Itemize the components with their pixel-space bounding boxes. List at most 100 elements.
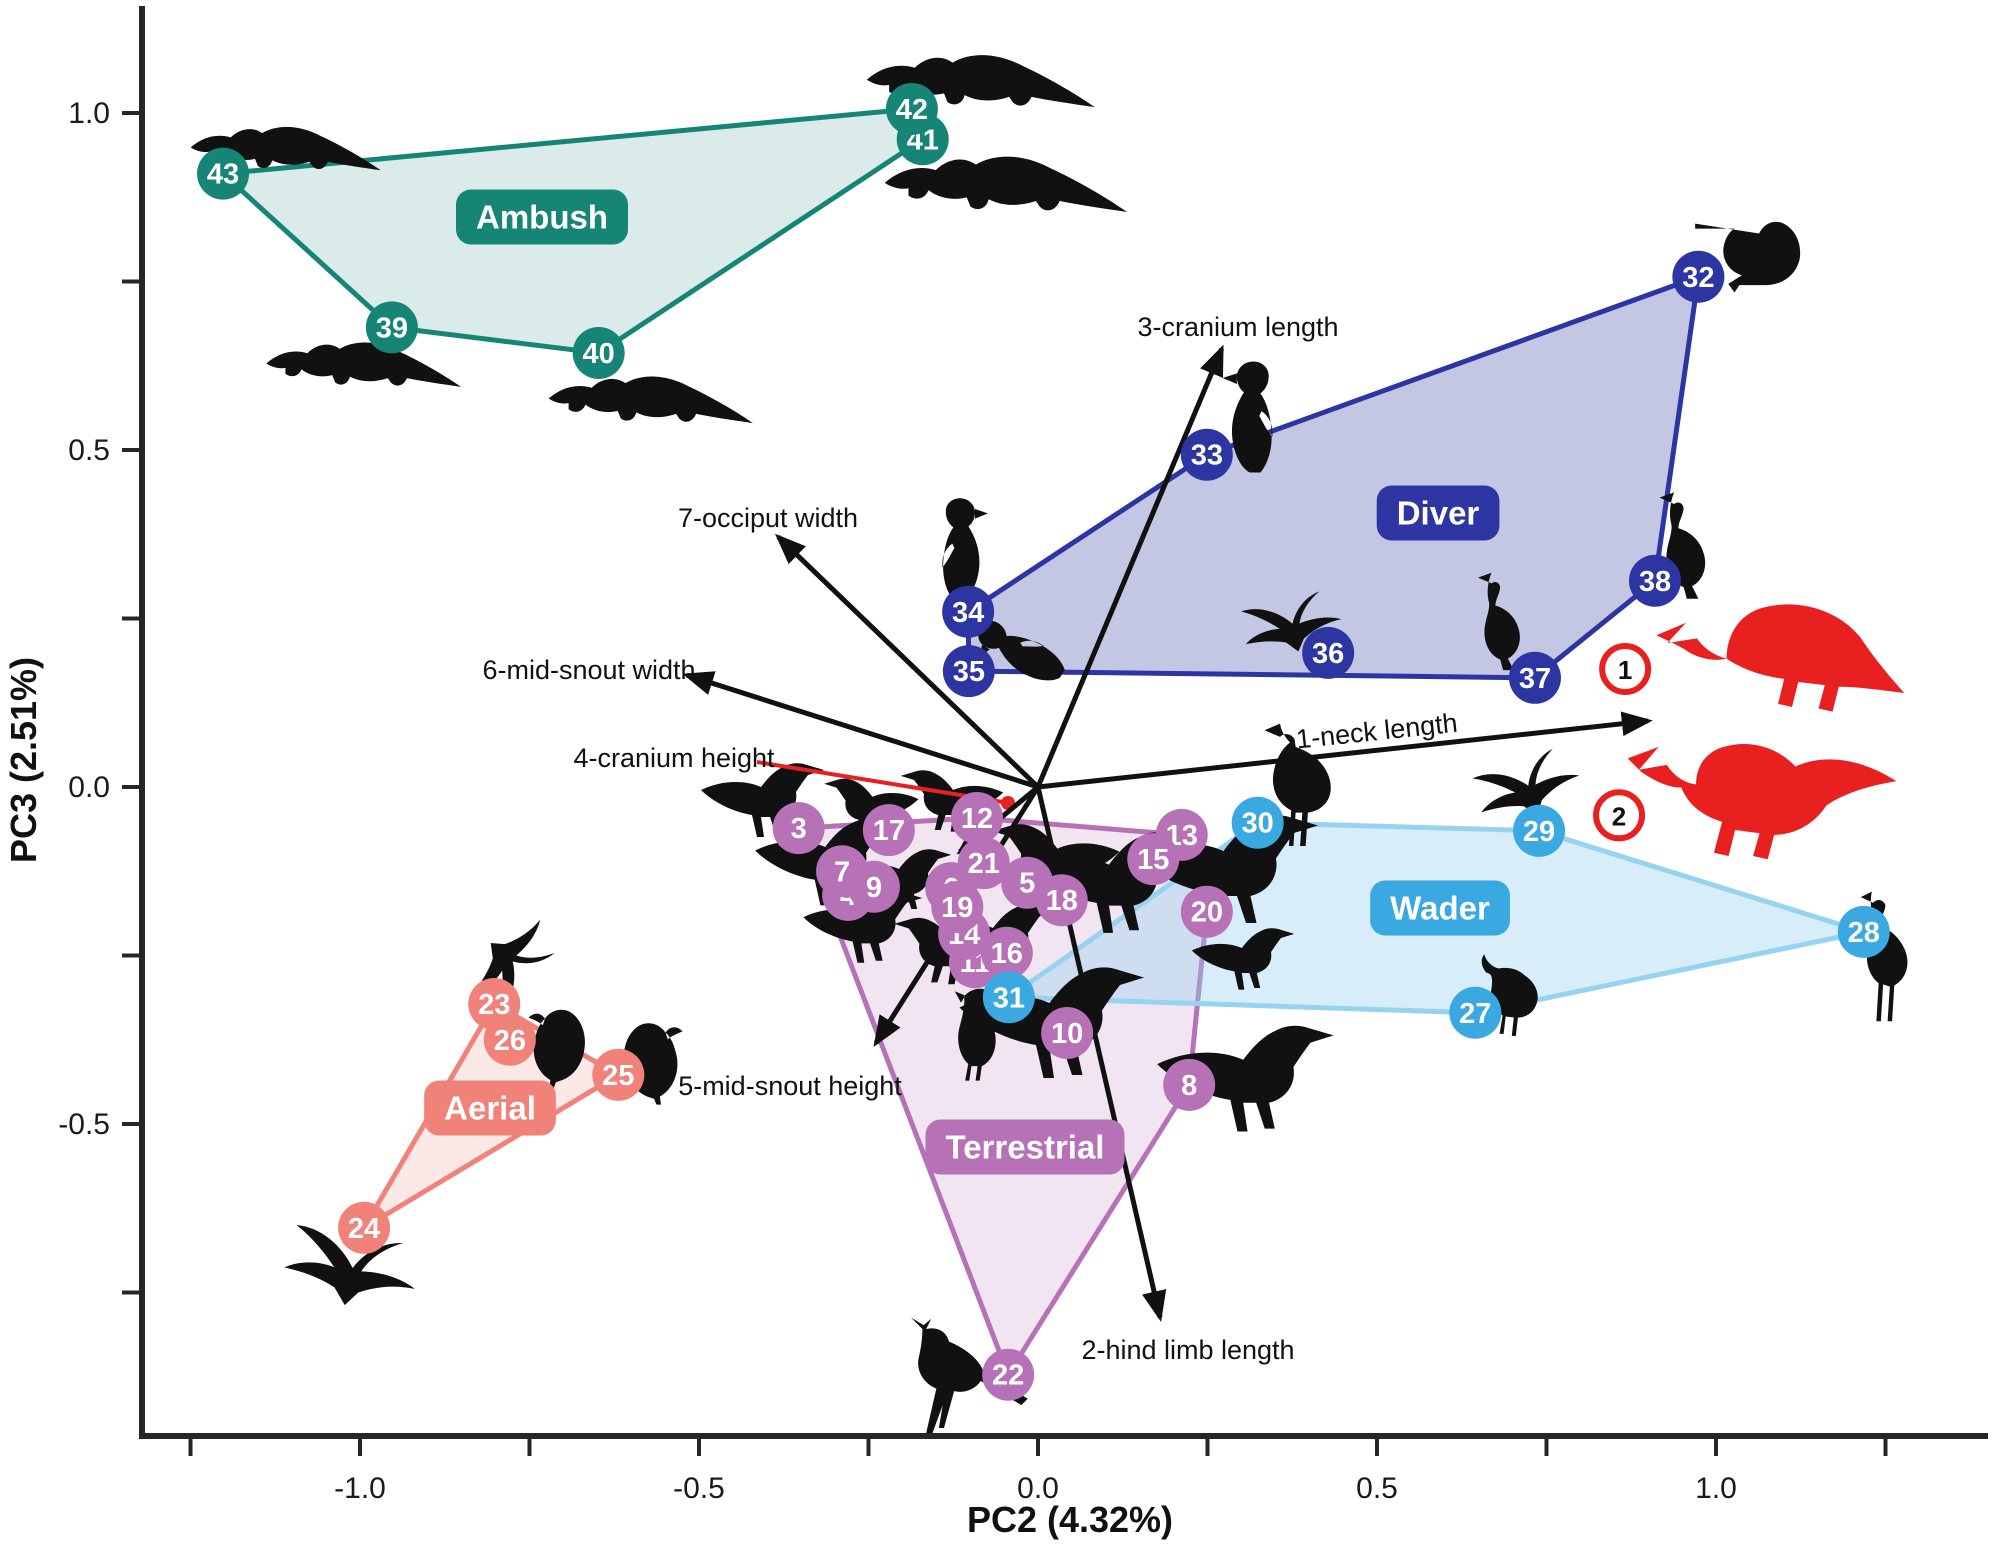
point-9: 9 <box>847 860 900 913</box>
point-29-label: 29 <box>1523 816 1555 848</box>
point-40: 40 <box>572 326 625 379</box>
x-tick-label: 0.5 <box>1356 1472 1398 1505</box>
group-hulls <box>220 106 1867 1378</box>
diving-eagle-silhouette <box>472 919 555 1014</box>
loading-label-4-cranium-height: 4-cranium height <box>573 743 775 773</box>
wader-group-label-bg <box>1370 880 1510 936</box>
point-27-marker <box>1449 986 1502 1039</box>
point-12-marker <box>950 792 1003 845</box>
diver-group-label: Diver <box>1376 485 1500 541</box>
point-36-label: 36 <box>1312 638 1344 670</box>
specimen-2: 2 <box>1593 789 1646 842</box>
diver-group-label-bg <box>1376 485 1500 541</box>
point-21: 21 <box>957 837 1010 890</box>
loading-arrow-6-mid-snout-width <box>682 671 1039 790</box>
point-35-label: 35 <box>953 656 985 688</box>
point-16: 16 <box>980 926 1033 979</box>
point-16-label: 16 <box>991 938 1023 970</box>
point-21-label: 21 <box>968 848 1000 880</box>
point-39-label: 39 <box>376 312 408 344</box>
point-32-marker <box>1672 250 1725 303</box>
point-10: 10 <box>1041 1007 1094 1060</box>
point-15: 15 <box>1127 833 1180 886</box>
point-32: 32 <box>1672 250 1725 303</box>
false-gharial-silhouette <box>884 156 1128 212</box>
point-32-label: 32 <box>1682 262 1714 294</box>
gharial-silhouette <box>866 55 1095 108</box>
theropod-silhouette <box>1191 928 1295 990</box>
loading-label-6-mid-snout-width: 6-mid-snout width <box>482 655 695 685</box>
ibis-silhouette <box>1481 954 1538 1036</box>
point-33-marker <box>1180 428 1233 481</box>
spinosaurus-silhouette <box>1656 604 1905 712</box>
point-36: 36 <box>1302 626 1355 679</box>
point-3-marker <box>772 802 825 855</box>
loading-label-5-mid-snout-height: 5-mid-snout height <box>678 1071 902 1101</box>
aerial-group-label-text: Aerial <box>444 1090 536 1127</box>
point-19-label: 19 <box>941 892 973 924</box>
caiman-silhouette <box>548 376 753 424</box>
point-37: 37 <box>1508 651 1561 704</box>
point-31-marker <box>982 971 1035 1024</box>
point-15-marker <box>1127 833 1180 886</box>
loading-label-7-occiput-width: 7-occiput width <box>678 503 858 533</box>
y-tick-label: 0.0 <box>68 771 110 804</box>
point-25: 25 <box>592 1048 645 1101</box>
point-18: 18 <box>1035 874 1088 927</box>
theropod-silhouette <box>1157 1025 1334 1132</box>
point-15-label: 15 <box>1137 844 1169 876</box>
rockhopper-penguin-silhouette <box>942 498 988 600</box>
point-30-label: 30 <box>1242 808 1274 840</box>
point-9-label: 9 <box>866 872 882 904</box>
diver-group-label-text: Diver <box>1397 495 1480 532</box>
cormorant-silhouette <box>1478 572 1520 671</box>
point-29-marker <box>1513 804 1566 857</box>
point-20-marker <box>1180 885 1233 938</box>
point-29: 29 <box>1513 804 1566 857</box>
marabou-stork-silhouette <box>1264 723 1331 846</box>
terrestrial-group-label: Terrestrial <box>925 1119 1125 1175</box>
point-31: 31 <box>982 971 1035 1024</box>
point-21-marker <box>957 837 1010 890</box>
point-7-label: 7 <box>834 856 850 888</box>
gentoo-penguin-silhouette <box>978 621 1065 681</box>
points-layer: 3940414243323334353637383456789101112131… <box>197 82 1890 1401</box>
point-35-marker <box>942 645 995 698</box>
point-18-label: 18 <box>1046 885 1078 917</box>
point-3: 3 <box>772 802 825 855</box>
point-27: 27 <box>1449 986 1502 1039</box>
group-labels-layer: Ambush Diver Terrestrial Wader Aerial <box>424 189 1510 1175</box>
specimen-1-marker <box>1599 643 1652 696</box>
point-28: 28 <box>1837 905 1890 958</box>
alligator-silhouette <box>190 126 381 171</box>
terrestrial-group-label-bg <box>925 1119 1125 1175</box>
emperor-penguin-silhouette <box>1222 361 1273 473</box>
y-tick-label: -0.5 <box>58 1108 110 1141</box>
vulture-silhouette <box>528 1009 585 1088</box>
axes-layer: -1.0 -0.5 0.0 0.5 1.0 1.0 0.5 0.0 -0.5 PC2 (4.32%… <box>3 6 1988 1540</box>
point-39-marker <box>365 301 418 354</box>
point-8-label: 8 <box>1181 1070 1197 1102</box>
point-12: 12 <box>950 792 1003 845</box>
point-17-marker <box>862 804 915 857</box>
point-33: 33 <box>1180 428 1233 481</box>
point-20-label: 20 <box>1191 897 1223 929</box>
loading-arrow-7-occiput-width <box>774 533 1040 789</box>
point-22-marker <box>982 1348 1035 1401</box>
point-30: 30 <box>1231 796 1284 849</box>
point-12-label: 12 <box>961 803 993 835</box>
heron-silhouette <box>1860 891 1908 1022</box>
point-43-label: 43 <box>207 159 239 191</box>
point-37-label: 37 <box>1519 663 1551 695</box>
point-24-marker <box>338 1201 391 1254</box>
point-10-label: 10 <box>1051 1018 1083 1050</box>
point-28-label: 28 <box>1848 917 1880 949</box>
wader-group-label-text: Wader <box>1390 890 1490 927</box>
y-tick-label: 1.0 <box>68 97 110 130</box>
terrestrial-group-label-text: Terrestrial <box>946 1129 1105 1166</box>
point-37-marker <box>1508 651 1561 704</box>
y-tick-label: 0.5 <box>68 434 110 467</box>
point-42-label: 42 <box>896 94 928 126</box>
point-28-marker <box>1837 905 1890 958</box>
specimen-2-label: 2 <box>1612 801 1626 831</box>
